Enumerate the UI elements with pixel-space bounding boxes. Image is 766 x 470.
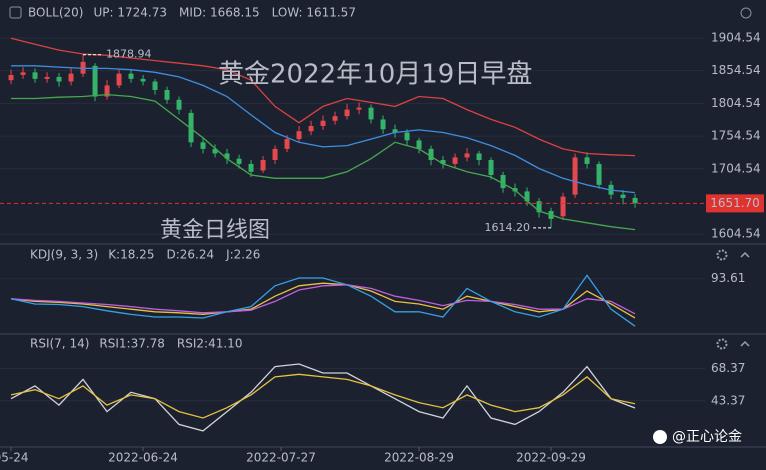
candle-body xyxy=(164,90,170,100)
candle-body xyxy=(140,78,146,82)
candle-body xyxy=(368,107,374,120)
candle-body xyxy=(176,99,182,110)
chevron-button[interactable] xyxy=(740,7,752,19)
panel-title: KDJ(9, 3, 3) xyxy=(30,248,98,262)
candle-body xyxy=(248,163,254,172)
indicator-line xyxy=(10,284,636,315)
candle-body xyxy=(44,76,50,79)
x-tick-label: 05-24 xyxy=(0,451,28,465)
legend-entry: J:2.26 xyxy=(225,248,260,262)
candle-body xyxy=(308,125,314,132)
y-tick-label: 1704.54 xyxy=(711,161,761,175)
candle-body xyxy=(332,116,338,121)
candle-body xyxy=(188,112,194,143)
legend-entry: LOW: 1611.57 xyxy=(272,6,356,20)
indicator-line xyxy=(10,373,636,419)
collapse-icon[interactable] xyxy=(740,340,750,347)
candle-body xyxy=(212,148,218,154)
legend-entry: K:18.25 xyxy=(108,248,154,262)
indicator-line xyxy=(11,93,636,231)
candle-body xyxy=(536,201,542,213)
candle-body xyxy=(584,157,590,164)
candle-body xyxy=(620,194,626,198)
candle-body xyxy=(560,196,566,217)
indicator-line xyxy=(10,282,636,319)
y-tick-label: 1604.54 xyxy=(711,227,761,241)
y-tick-label: 1904.54 xyxy=(711,30,761,44)
collapse-icon[interactable] xyxy=(740,251,750,258)
candle-body xyxy=(260,159,266,171)
candle-body xyxy=(236,158,242,164)
legend-entry: D:26.24 xyxy=(166,248,214,262)
indicator-line xyxy=(11,65,636,194)
candle-body xyxy=(464,153,470,158)
candle-body xyxy=(92,65,98,97)
panel-title: RSI(7, 14) xyxy=(30,337,89,351)
candle-body xyxy=(416,140,422,149)
candle-body xyxy=(344,109,350,117)
y-tick-label: 43.37 xyxy=(711,393,745,407)
indicator-icon[interactable] xyxy=(9,6,22,19)
candle-body xyxy=(440,159,446,164)
x-tick-label: 2022-08-29 xyxy=(384,451,454,465)
overlay-caption: 黄金2022年10月19日早盘 xyxy=(218,60,532,90)
candle-body xyxy=(452,157,458,164)
y-tick-label: 68.37 xyxy=(711,361,745,375)
candle-body xyxy=(152,81,158,91)
candle-body xyxy=(524,191,530,202)
candle-body xyxy=(380,119,386,130)
indicator-line xyxy=(10,274,636,327)
candle-body xyxy=(128,73,134,79)
candle-body xyxy=(272,148,278,160)
y-tick-label: 1754.54 xyxy=(711,129,761,143)
candle-body xyxy=(476,153,482,160)
candle-body xyxy=(116,73,122,86)
indicator-line xyxy=(10,37,636,157)
legend-entry: RSI2:41.10 xyxy=(177,337,243,351)
candle-body xyxy=(8,74,14,81)
candle-body xyxy=(104,85,110,97)
y-tick-label: 1854.54 xyxy=(711,63,761,77)
last-price-box xyxy=(706,194,764,213)
overlay-caption: 黄金日线图 xyxy=(160,218,270,243)
annotation-label: 1878.94 xyxy=(106,48,152,61)
candle-body xyxy=(224,153,230,159)
x-tick-label: 2022-09-29 xyxy=(516,451,586,465)
candle-body xyxy=(200,142,206,149)
candle-body xyxy=(284,139,290,149)
candle-body xyxy=(392,129,398,133)
candle-body xyxy=(32,72,38,79)
y-tick-label: 1804.54 xyxy=(711,96,761,110)
candle-body xyxy=(428,148,434,160)
candle-body xyxy=(356,107,362,110)
legend-entry: UP: 1724.73 xyxy=(93,6,167,20)
candle-body xyxy=(404,132,410,141)
watermark-icon xyxy=(653,430,667,444)
annotation-label: 1614.20 xyxy=(485,221,531,234)
candle-body xyxy=(632,197,638,204)
candle-body xyxy=(596,163,602,185)
candle-body xyxy=(500,175,506,189)
legend-entry: MID: 1668.15 xyxy=(179,6,260,20)
last-price-label: 1651.70 xyxy=(710,196,760,210)
y-tick-label: 93.61 xyxy=(711,271,745,285)
legend-entry: RSI1:37.78 xyxy=(99,337,165,351)
candle-body xyxy=(572,157,578,195)
candle-body xyxy=(320,120,326,126)
settings-icon[interactable] xyxy=(716,338,728,350)
settings-icon[interactable] xyxy=(716,249,728,261)
x-tick-label: 2022-07-27 xyxy=(246,451,316,465)
candle-body xyxy=(20,72,26,75)
candle-body xyxy=(68,73,74,82)
x-tick-label: 2022-06-24 xyxy=(108,451,178,465)
candle-body xyxy=(56,76,62,82)
candle-body xyxy=(488,159,494,176)
watermark: @正心论金 xyxy=(672,429,742,445)
panel-title: BOLL(20) xyxy=(28,6,83,20)
candle-body xyxy=(296,131,302,140)
indicator-line xyxy=(10,363,636,432)
